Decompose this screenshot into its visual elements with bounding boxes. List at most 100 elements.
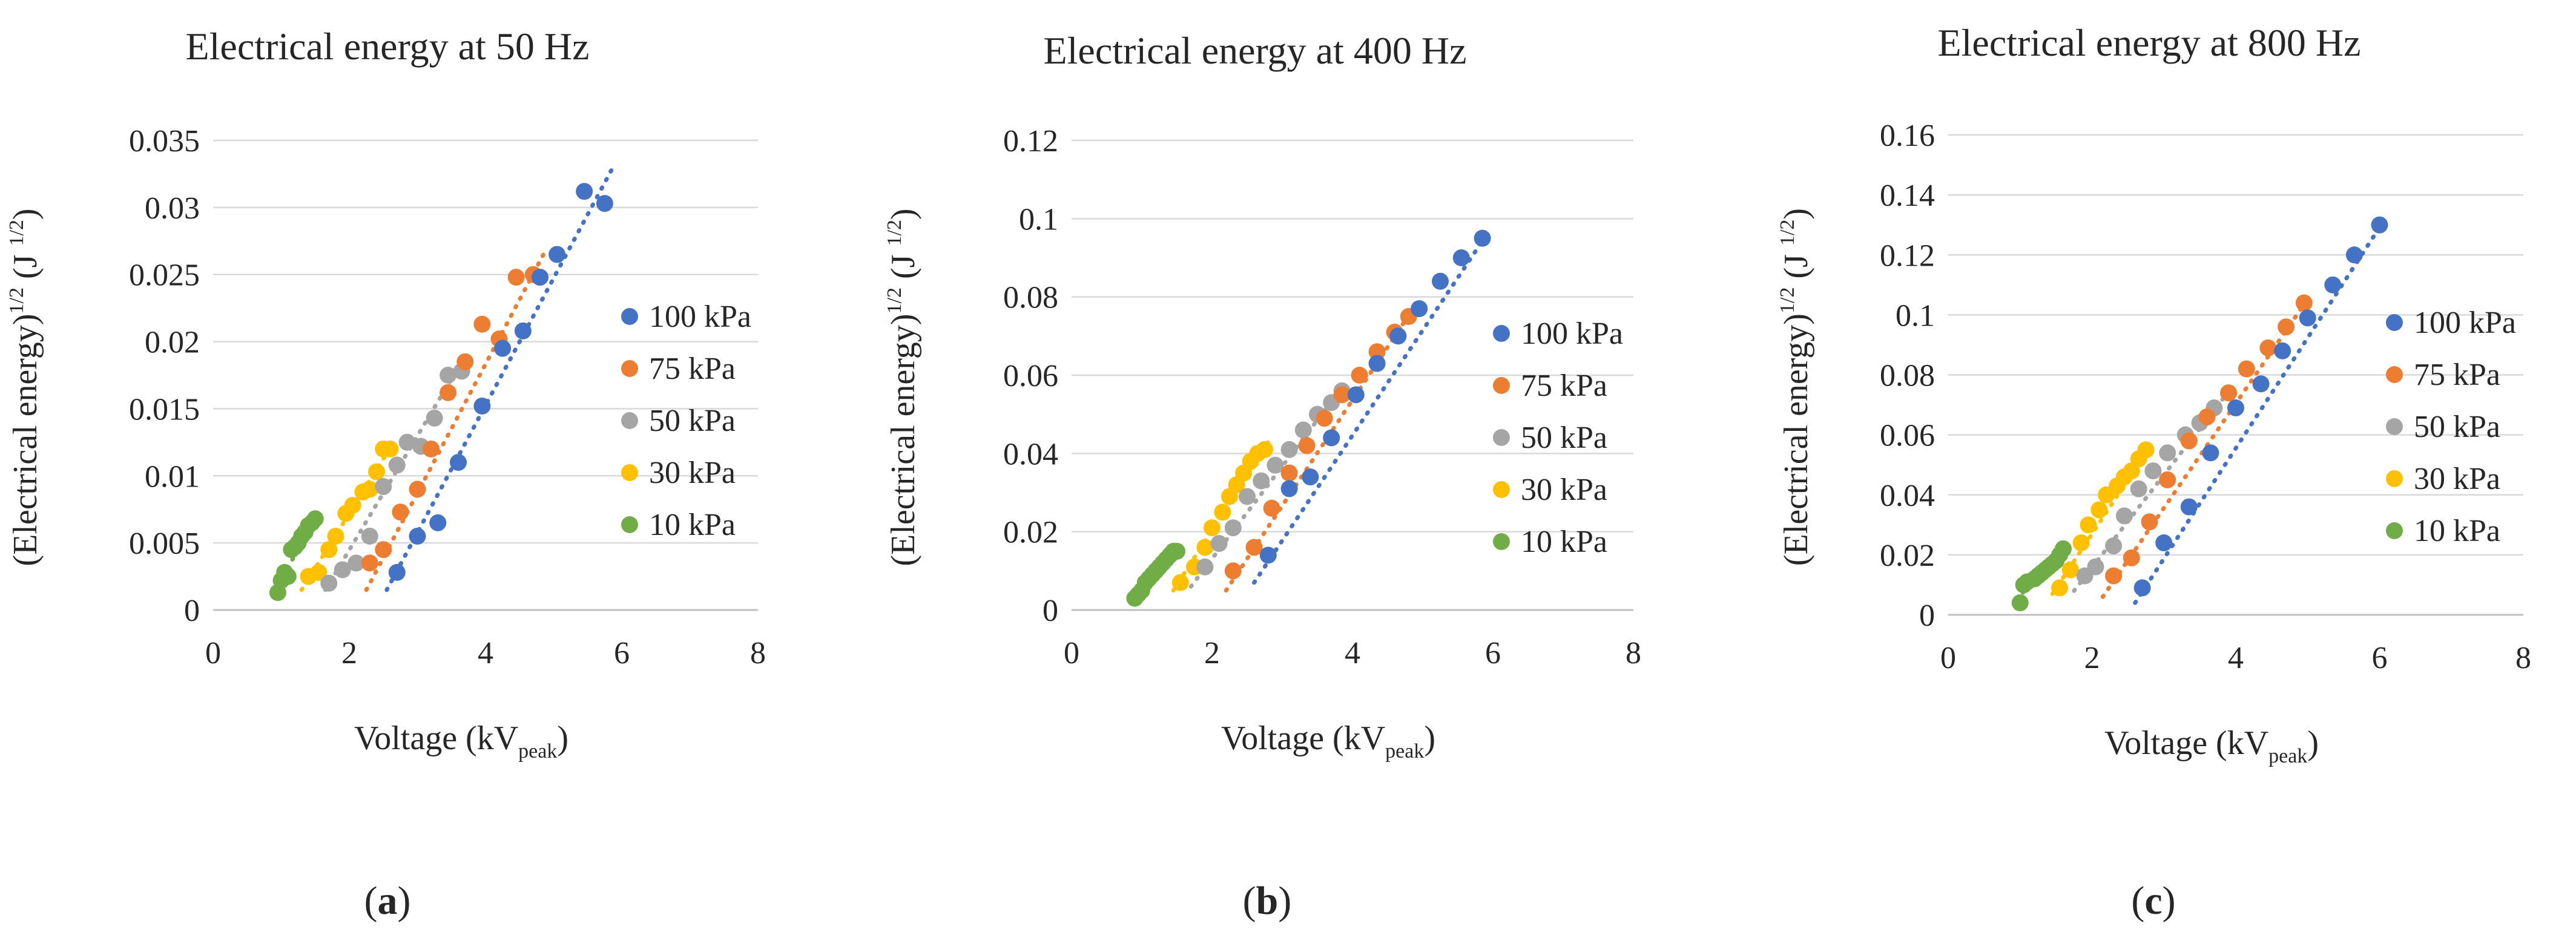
data-point-75-kpa bbox=[1224, 562, 1242, 580]
data-point-100-kpa bbox=[1280, 480, 1298, 497]
data-point-50-kpa bbox=[2144, 462, 2162, 480]
y-tick-label: 0.02 bbox=[1003, 516, 1058, 550]
data-point-50-kpa bbox=[426, 409, 443, 427]
x-tick-label: 2 bbox=[1204, 636, 1220, 671]
data-point-75-kpa bbox=[2141, 513, 2158, 531]
data-point-100-kpa bbox=[1323, 429, 1340, 447]
y-tick-label: 0.08 bbox=[1003, 281, 1058, 315]
data-point-10-kpa bbox=[2055, 540, 2072, 557]
trendline-50-kpa bbox=[323, 359, 464, 592]
legend-marker-50-kpa bbox=[1493, 429, 1510, 446]
data-point-75-kpa bbox=[507, 269, 525, 286]
y-tick-label: 0 bbox=[1043, 594, 1058, 628]
y-tick-label: 0.04 bbox=[1880, 479, 1935, 513]
data-point-30-kpa bbox=[2072, 534, 2090, 552]
legend-label: 100 kPa bbox=[649, 300, 751, 334]
y-axis-label: (Electrical energy)1/2 (J 1/2) bbox=[1776, 208, 1815, 566]
y-tick-label: 0 bbox=[1919, 598, 1935, 633]
data-point-100-kpa bbox=[494, 339, 512, 357]
data-point-50-kpa bbox=[2115, 507, 2133, 525]
data-point-100-kpa bbox=[1368, 355, 1386, 372]
data-point-30-kpa bbox=[2061, 561, 2079, 579]
data-point-100-kpa bbox=[1452, 249, 1470, 266]
data-point-75-kpa bbox=[2198, 408, 2216, 425]
data-point-100-kpa bbox=[1389, 327, 1407, 345]
y-tick-label: 0.015 bbox=[129, 392, 200, 427]
data-point-100-kpa bbox=[473, 397, 491, 415]
trendline-100-kpa bbox=[384, 168, 614, 592]
chart-panel-b: Electrical energy at 400 Hz 0 0.02 0.04 0.06… bbox=[883, 29, 1641, 923]
data-point-50-kpa bbox=[1253, 472, 1270, 490]
data-point-75-kpa bbox=[440, 384, 457, 401]
data-point-75-kpa bbox=[1280, 464, 1298, 482]
chart-panel-a: Electrical energy at 50 Hz 0 0.005 0.01 0.01… bbox=[5, 25, 766, 923]
data-point-75-kpa bbox=[473, 315, 491, 333]
legend-marker-50-kpa bbox=[2386, 418, 2403, 435]
panel-caption: (a) bbox=[364, 879, 411, 923]
data-point-50-kpa bbox=[361, 528, 378, 545]
trendline-75-kpa bbox=[364, 252, 546, 592]
panel-caption: (b) bbox=[1243, 879, 1292, 923]
data-point-30-kpa bbox=[2080, 516, 2097, 534]
x-tick-label: 8 bbox=[2515, 641, 2531, 675]
x-tick-label: 8 bbox=[1626, 636, 1641, 671]
data-point-75-kpa bbox=[2159, 471, 2176, 488]
data-point-30-kpa bbox=[381, 440, 399, 457]
x-tick-label: 6 bbox=[1485, 636, 1501, 671]
x-tick-label: 8 bbox=[750, 636, 766, 671]
data-point-10-kpa bbox=[306, 510, 324, 528]
y-tick-label: 0.02 bbox=[145, 326, 200, 360]
data-point-50-kpa bbox=[1196, 558, 1214, 575]
data-point-75-kpa bbox=[2123, 549, 2140, 566]
legend-marker-10-kpa bbox=[1493, 533, 1510, 550]
data-point-50-kpa bbox=[1224, 519, 1242, 537]
data-point-75-kpa bbox=[1245, 539, 1263, 556]
data-point-30-kpa bbox=[344, 497, 361, 514]
x-tick-label: 6 bbox=[614, 636, 630, 671]
data-point-30-kpa bbox=[1214, 503, 1231, 521]
data-point-30-kpa bbox=[1256, 441, 1273, 458]
data-point-50-kpa bbox=[1210, 535, 1228, 552]
legend-label: 75 kPa bbox=[1521, 369, 1607, 403]
data-point-100-kpa bbox=[2299, 309, 2316, 327]
data-point-50-kpa bbox=[1280, 441, 1298, 458]
data-point-30-kpa bbox=[2090, 501, 2108, 519]
data-point-75-kpa bbox=[1298, 437, 1316, 454]
data-point-75-kpa bbox=[2295, 294, 2313, 312]
data-point-50-kpa bbox=[2105, 537, 2123, 555]
chart-title: Electrical energy at 800 Hz bbox=[1938, 21, 2361, 64]
y-tick-label: 0.02 bbox=[1880, 539, 1935, 573]
legend-label: 30 kPa bbox=[649, 456, 736, 490]
legend-label: 10 kPa bbox=[1521, 525, 1607, 559]
data-point-50-kpa bbox=[2130, 480, 2147, 497]
legend-label: 10 kPa bbox=[649, 508, 736, 542]
data-point-75-kpa bbox=[456, 353, 474, 370]
data-point-50-kpa bbox=[320, 574, 338, 592]
legend-marker-75-kpa bbox=[1493, 377, 1510, 394]
data-point-10-kpa bbox=[279, 568, 297, 585]
data-point-75-kpa bbox=[1316, 410, 1333, 427]
chart-title: Electrical energy at 400 Hz bbox=[1044, 29, 1467, 72]
data-point-100-kpa bbox=[596, 195, 613, 212]
y-tick-label: 0 bbox=[184, 594, 200, 628]
data-point-100-kpa bbox=[2202, 444, 2219, 462]
data-point-10-kpa bbox=[2011, 594, 2029, 612]
data-point-100-kpa bbox=[1259, 546, 1277, 564]
y-tick-label: 0.14 bbox=[1880, 179, 1935, 213]
y-tick-label: 0.035 bbox=[129, 124, 200, 159]
data-point-100-kpa bbox=[532, 269, 548, 286]
data-point-100-kpa bbox=[2345, 246, 2363, 264]
data-point-100-kpa bbox=[2252, 375, 2270, 393]
panel-caption: (c) bbox=[2131, 879, 2175, 923]
data-point-50-kpa bbox=[1294, 421, 1312, 439]
data-point-50-kpa bbox=[375, 478, 392, 496]
legend-marker-30-kpa bbox=[1493, 481, 1510, 498]
data-point-100-kpa bbox=[2180, 498, 2198, 516]
data-point-75-kpa bbox=[2238, 360, 2255, 378]
x-tick-label: 4 bbox=[2228, 641, 2244, 675]
data-point-75-kpa bbox=[392, 503, 409, 521]
data-point-75-kpa bbox=[2259, 339, 2277, 356]
legend-marker-100-kpa bbox=[621, 308, 638, 325]
data-point-30-kpa bbox=[327, 528, 344, 545]
legend-marker-100-kpa bbox=[1493, 325, 1510, 342]
